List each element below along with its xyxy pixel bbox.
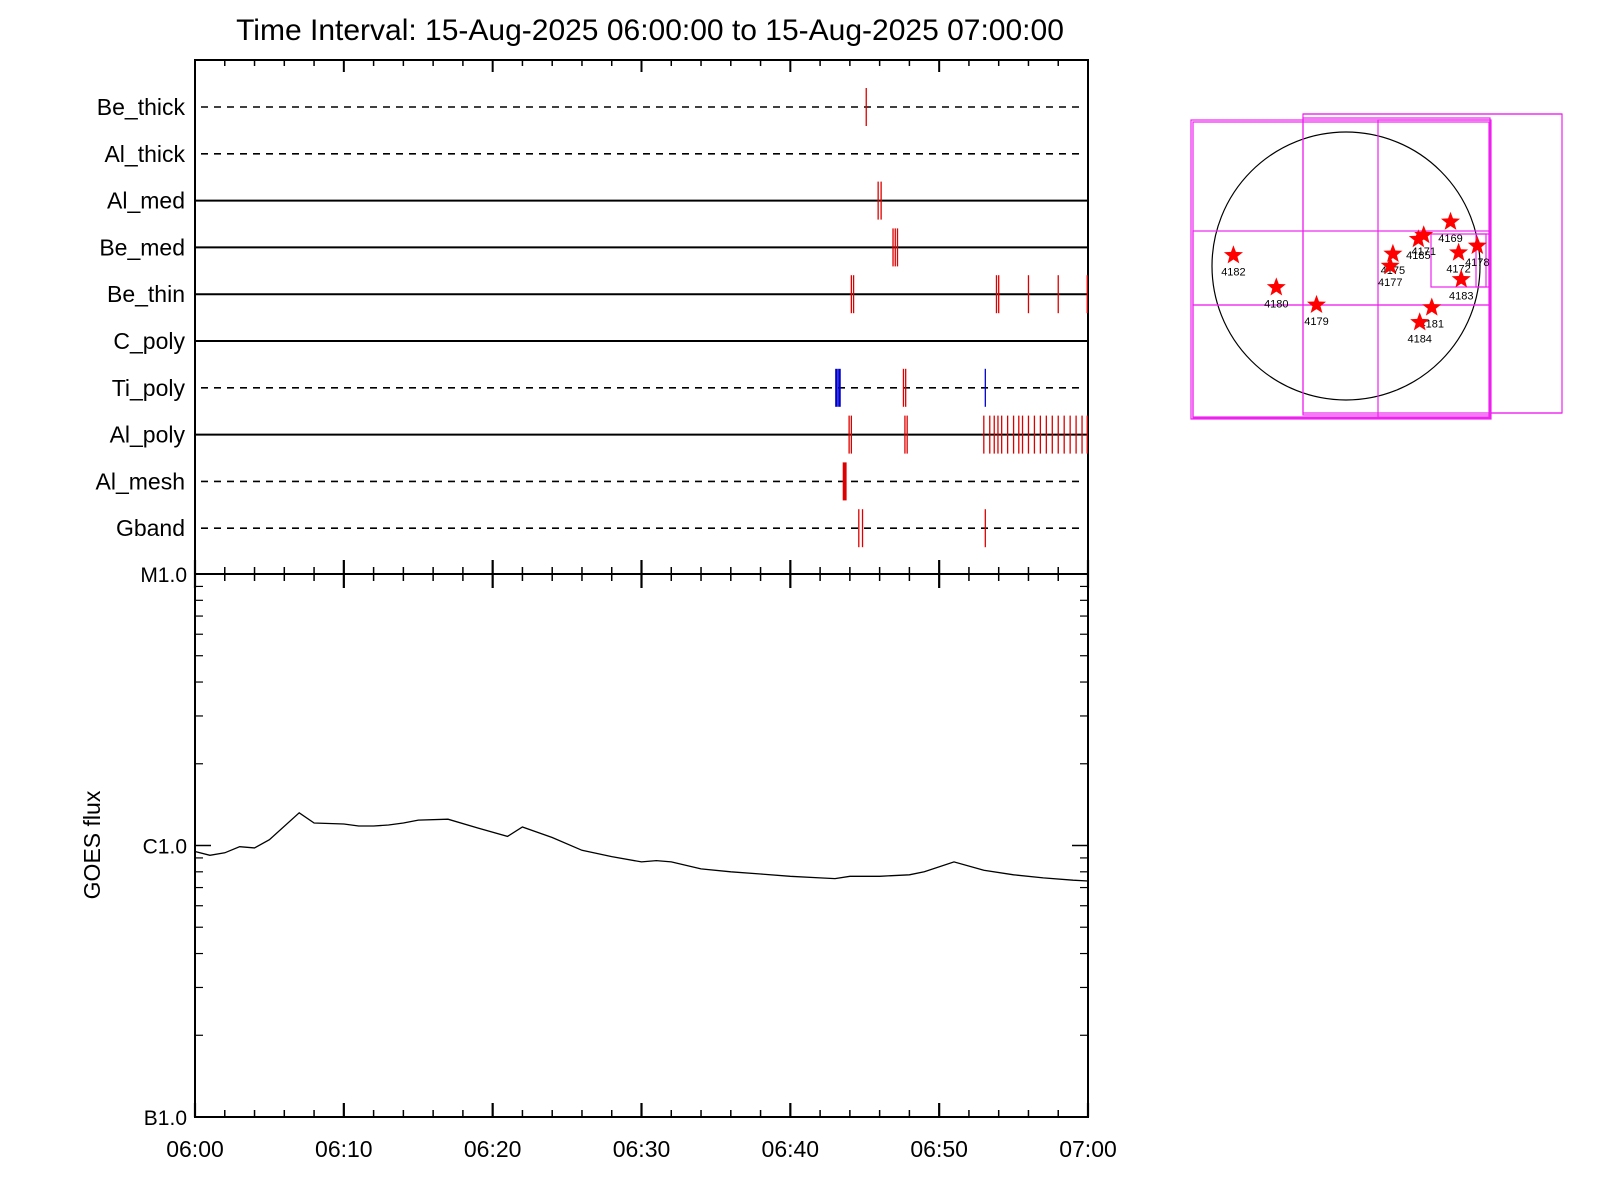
active-region-star [1422,297,1442,316]
row-label-al_thick: Al_thick [104,141,185,167]
active-region-star [1408,229,1428,248]
x-tick-label: 06:00 [166,1136,224,1162]
timeline-frame [194,59,1089,575]
active-region-label: 4169 [1438,233,1462,245]
row-label-be_med: Be_med [99,234,185,260]
chart-title: Time Interval: 15-Aug-2025 06:00:00 to 1… [236,14,1064,47]
active-region-star [1451,269,1471,288]
x-tick-label: 06:30 [613,1136,671,1162]
x-tick-label: 07:00 [1059,1136,1117,1162]
active-region-star [1449,242,1469,261]
row-label-be_thick: Be_thick [97,94,186,120]
active-region-label: 4182 [1221,266,1245,278]
x-tick-label: 06:40 [762,1136,820,1162]
fov-box [1430,233,1487,288]
active-region-star [1223,245,1243,264]
active-region-label: 4184 [1407,333,1431,345]
active-region-star [1266,277,1286,296]
active-region-label: 4178 [1465,257,1489,269]
row-label-al_med: Al_med [107,188,185,214]
fov-box [1192,304,1491,419]
solar-disk [1211,131,1481,401]
active-region-label: 4180 [1264,298,1288,310]
active-region-star [1467,235,1487,254]
y-tick-label: B1.0 [144,1107,187,1130]
row-label-ti_poly: Ti_poly [112,375,186,401]
active-region-star [1441,211,1460,230]
active-region-star [1414,225,1434,244]
active-region-label: 4171 [1411,246,1435,258]
x-tick-label: 06:10 [315,1136,373,1162]
goes-frame [194,573,1089,1118]
timeline-panel: Be_thick Al_thick Al_med Be_med Be_thin C_pol… [96,59,1089,575]
active-region-label: 4172 [1446,264,1470,276]
row-label-gband: Gband [116,515,185,541]
active-region-label: 4177 [1378,277,1402,289]
x-tick-label: 06:50 [910,1136,968,1162]
active-region-label: 4183 [1449,290,1473,302]
active-region-star [1410,312,1430,331]
sun-map-panel: 4182418041794175417741854171416941724178… [1190,113,1563,420]
active-region-label: 4185 [1406,250,1430,262]
y-tick-label: C1.0 [143,836,187,859]
y-axis-label: GOES flux [79,790,105,899]
active-region-star [1380,256,1400,275]
row-label-al_poly: Al_poly [110,422,186,448]
fov-box [1190,119,1492,420]
row-label-al_mesh: Al_mesh [96,468,185,494]
active-region-star [1307,294,1326,313]
fov-box [1475,233,1490,288]
active-region-label: 4179 [1304,316,1328,328]
active-region-star [1383,243,1403,262]
row-label-c_poly: C_poly [113,328,185,354]
goes-flux-line [194,811,1089,882]
x-tick-label: 06:20 [464,1136,522,1162]
y-tick-label: M1.0 [140,564,187,587]
goes-flux-panel: 06:00 06:10 06:20 06:30 06:40 06:50 07:00 M1.0 C… [79,560,1117,1162]
row-label-be_thin: Be_thin [107,281,185,307]
